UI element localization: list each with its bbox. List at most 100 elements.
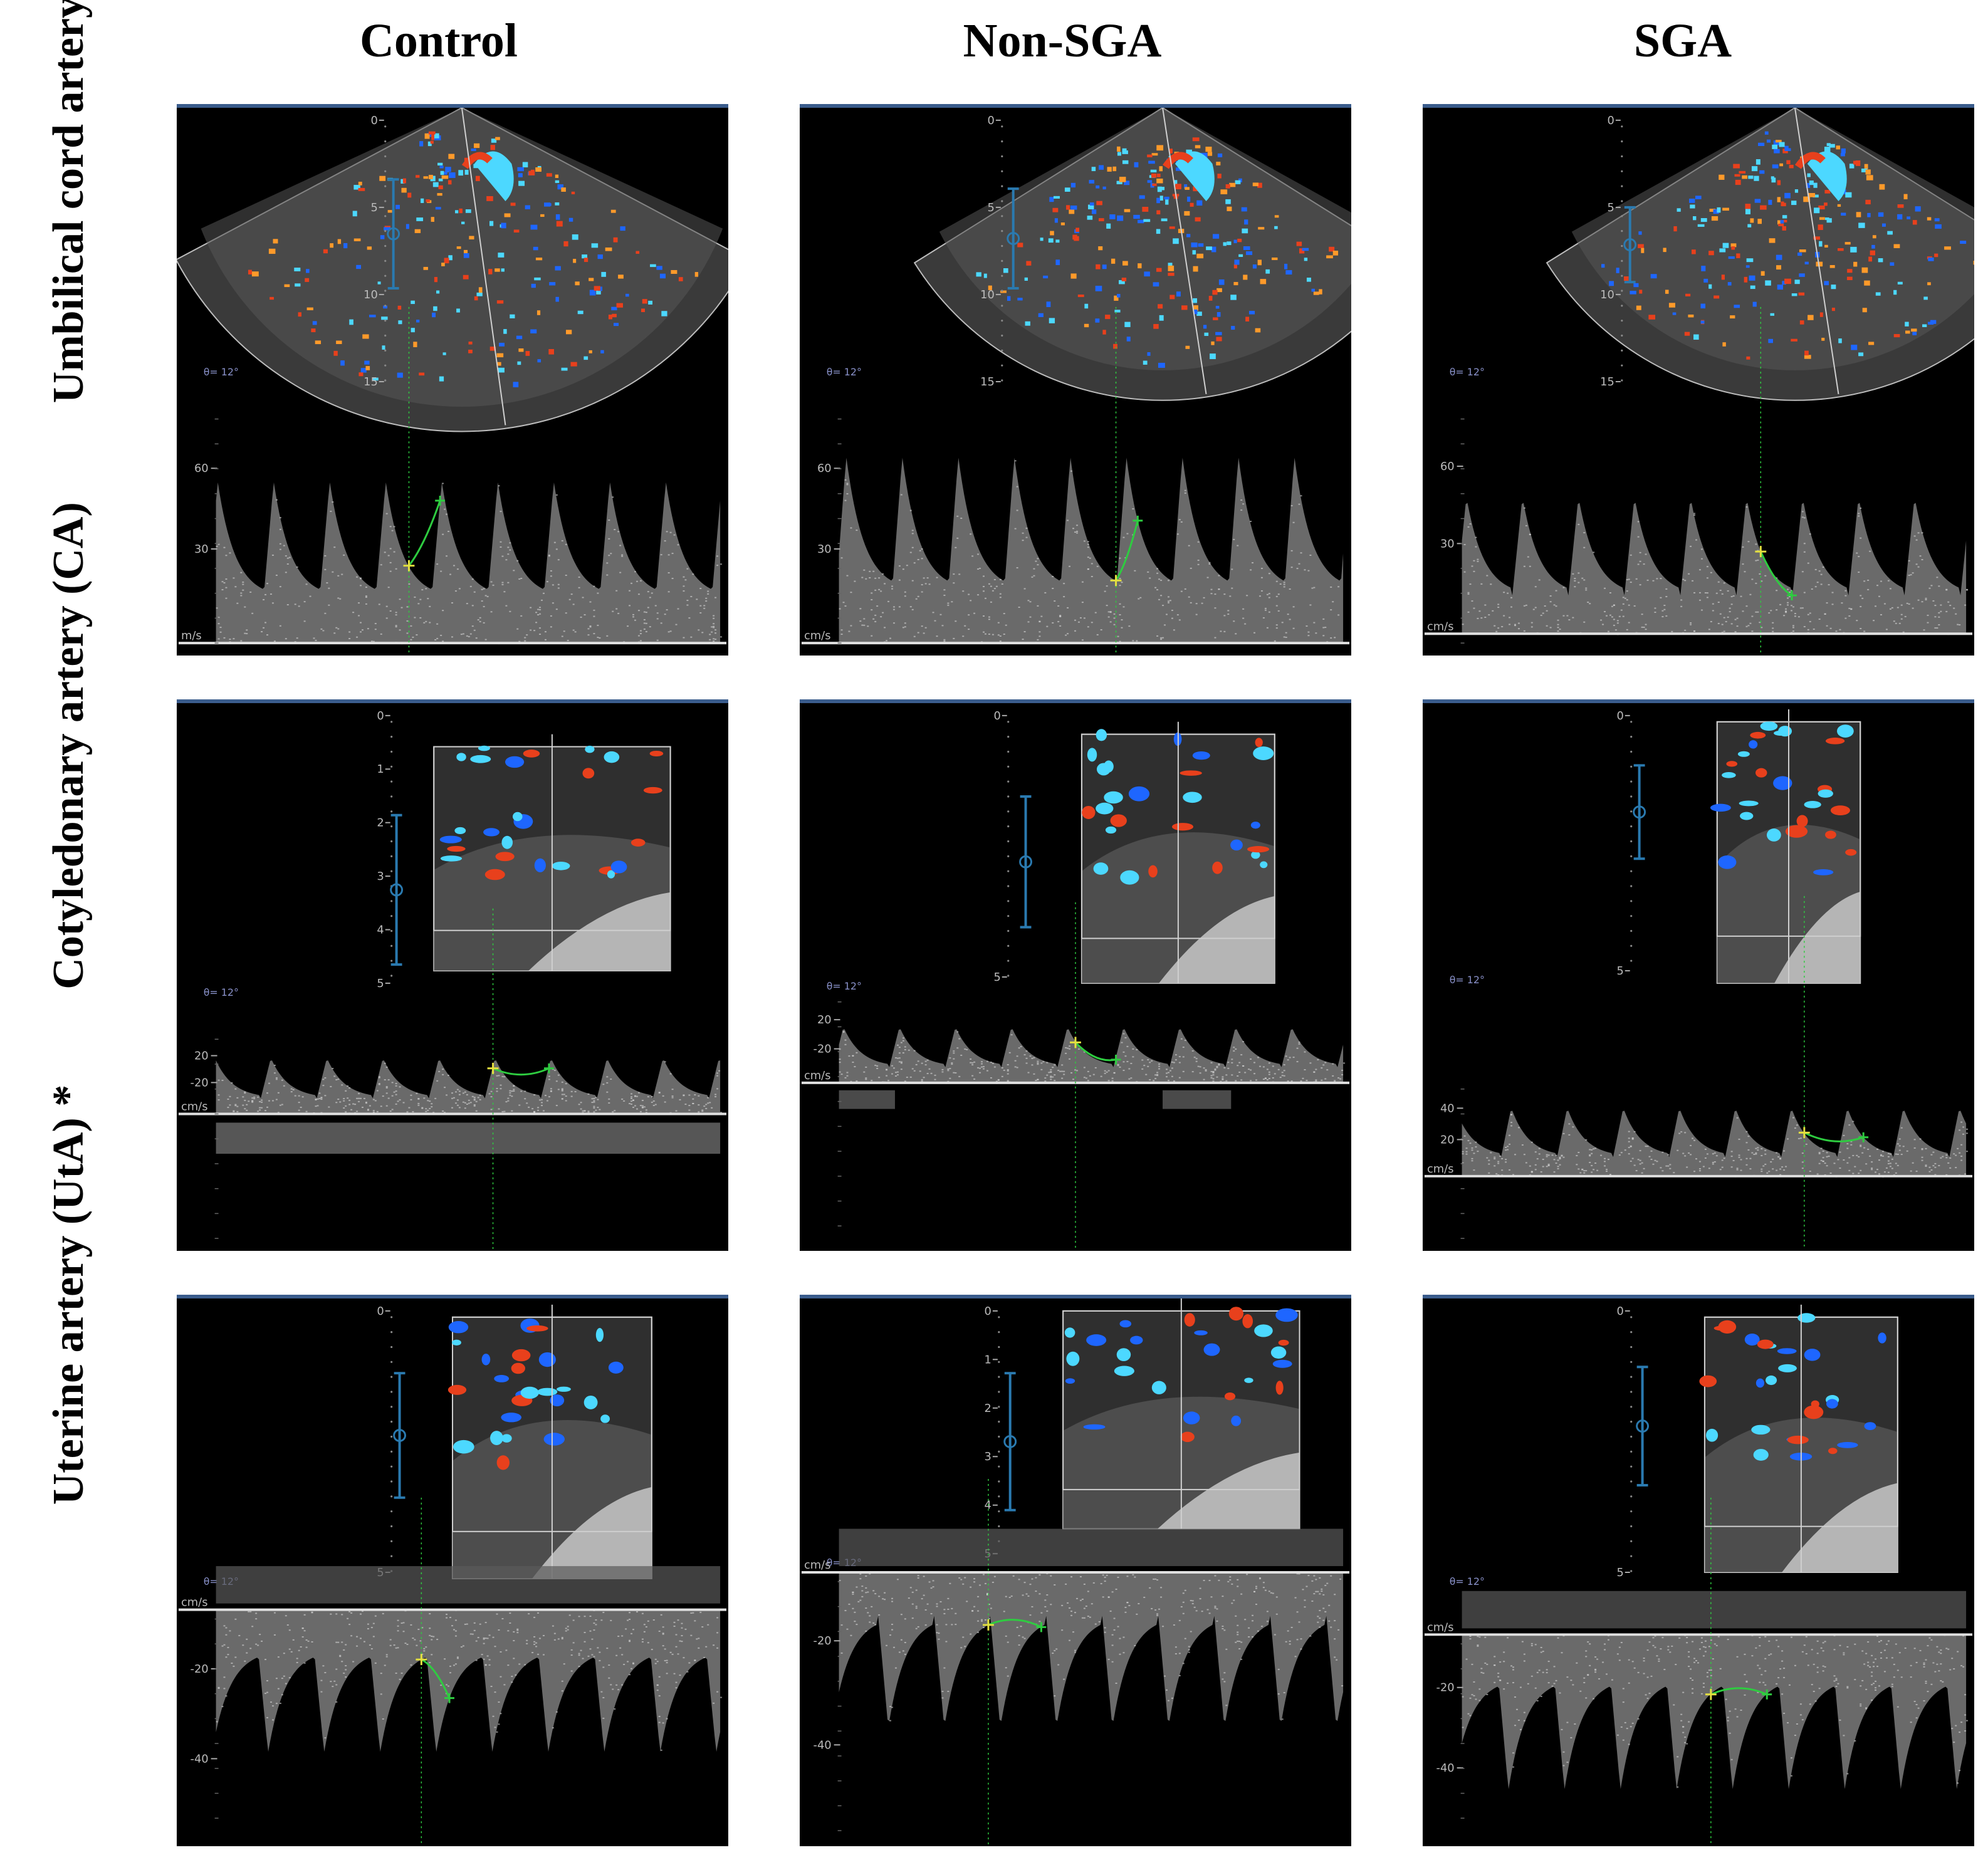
spectrum-noise [632, 1106, 635, 1108]
spectrum-noise [1863, 580, 1866, 582]
spectrum-noise [698, 1104, 700, 1106]
spectrum-noise [1745, 605, 1748, 607]
spectrum-noise [494, 1691, 496, 1693]
spectrum-noise [656, 1661, 659, 1663]
spectrum-noise [1169, 600, 1171, 602]
spectrum-noise [498, 1629, 500, 1631]
spectrum-noise [1174, 1054, 1177, 1056]
spectrum-noise [449, 1617, 452, 1619]
depth-tick-label: 15 [364, 375, 378, 389]
spectrum-noise [869, 1621, 871, 1623]
spectrum-noise [406, 1111, 409, 1113]
color-flow-spot [1804, 801, 1821, 808]
spectrum-noise [634, 619, 636, 621]
color-flow-spot [1739, 800, 1759, 807]
spectrum-noise [587, 628, 590, 630]
color-flow-spot [1830, 805, 1850, 816]
spectrum-noise [1889, 608, 1891, 610]
color-flow-speckle [432, 182, 439, 187]
spectrum-noise [1803, 1644, 1806, 1646]
spectrum-noise [341, 1641, 343, 1643]
spectrum-noise [1706, 592, 1708, 594]
spectrum-noise [268, 1082, 270, 1084]
spectrum-noise [688, 1105, 691, 1106]
spectrum-noise [417, 1104, 420, 1106]
spectrum-noise [1057, 1070, 1060, 1072]
spectrum-noise [1927, 1691, 1929, 1693]
spectrum-noise [1079, 617, 1082, 619]
spectrum-noise [1283, 583, 1285, 585]
spectrum-noise [589, 626, 592, 628]
spectrum-noise [709, 634, 711, 635]
spectrum-noise [1003, 1611, 1005, 1612]
color-flow-spot [1242, 1314, 1253, 1329]
depth-dot [1630, 1316, 1633, 1319]
spectrum-noise [1092, 1074, 1095, 1075]
spectrum-noise [393, 1091, 395, 1093]
color-flow-speckle [625, 293, 629, 297]
spectrum-noise [419, 1640, 422, 1642]
spectrum-noise [1555, 605, 1557, 607]
color-flow-speckle [1040, 238, 1044, 241]
spectrum-noise [244, 632, 246, 634]
spectrum-noise [438, 1070, 441, 1072]
spectrum-noise [1182, 1592, 1185, 1594]
spectrum-noise [707, 593, 709, 595]
spectrum-noise [456, 568, 459, 570]
spectrum-noise [1581, 577, 1584, 579]
spectrum-noise [1037, 1079, 1039, 1080]
depth-dot [384, 155, 387, 158]
spectrum-noise [1195, 1058, 1198, 1060]
spectrum-noise [934, 1074, 936, 1076]
spectrum-noise [714, 639, 717, 640]
spectrum-noise [1065, 1052, 1067, 1054]
spectrum-noise [1546, 610, 1548, 612]
spectrum-noise [1240, 1054, 1243, 1056]
spectrum-noise [840, 633, 843, 635]
spectrum-noise [1523, 605, 1525, 607]
peak-caliper [1798, 1127, 1810, 1139]
sample-gate-center [1019, 855, 1032, 869]
sample-gate-center [1636, 1419, 1650, 1433]
spectrum-noise [983, 575, 985, 577]
spectrum-noise [647, 607, 649, 609]
spectrum-noise [468, 1102, 470, 1104]
color-flow-speckle [1711, 216, 1719, 221]
spectrum-noise [882, 1598, 884, 1600]
spectrum-noise [1517, 1719, 1520, 1721]
angle-label: θ= 12° [1450, 1575, 1485, 1587]
spectrum-noise [1018, 606, 1020, 608]
spectrum-noise [1304, 1051, 1306, 1053]
spectrum-noise [1296, 568, 1299, 570]
spectrum-noise [242, 1104, 244, 1106]
spectrum-noise [703, 1105, 706, 1107]
spectrum-noise [500, 546, 502, 548]
spectrum-noise [1037, 605, 1039, 607]
spectrum-noise [1710, 1639, 1712, 1641]
spectrum-noise [1240, 499, 1243, 501]
spectrum-noise [677, 544, 679, 546]
spectrum-noise [372, 1622, 375, 1624]
spectrum-noise [442, 533, 444, 535]
spectrum-noise [524, 1090, 526, 1092]
spectrum-noise [1501, 1157, 1504, 1159]
spectrum-noise [1755, 582, 1757, 584]
spectrum-noise [1473, 1169, 1475, 1171]
spectrum-noise [1242, 617, 1245, 619]
color-flow-speckle [1089, 202, 1094, 206]
color-flow-spot [1722, 772, 1736, 778]
spectrum-noise [865, 1066, 867, 1068]
spectrum-noise [1658, 1660, 1660, 1662]
color-flow-speckle [518, 180, 525, 186]
spectrum-noise [850, 527, 852, 529]
spectrum-noise [988, 633, 990, 635]
spectrum-noise [1054, 1064, 1056, 1066]
spectrum-noise [852, 1055, 854, 1057]
spectrum-noise [599, 1659, 601, 1661]
spectrum-noise [1693, 1139, 1696, 1141]
spectrum-noise [384, 551, 386, 553]
color-flow-speckle [504, 213, 511, 217]
spectrum-noise [1654, 607, 1656, 609]
spectrum-noise [664, 1648, 666, 1650]
